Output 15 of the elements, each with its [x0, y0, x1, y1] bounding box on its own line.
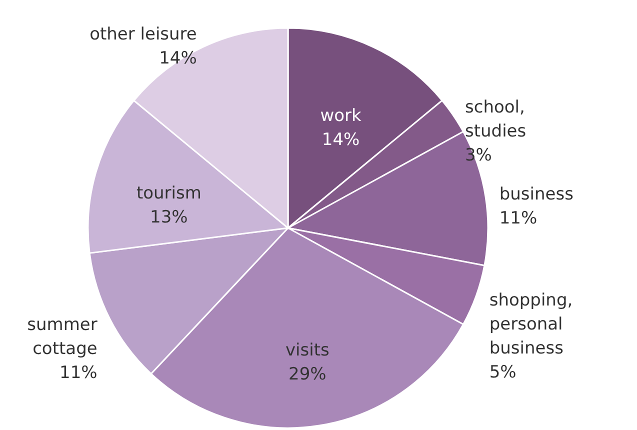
data-label: 13% — [150, 207, 188, 228]
slice-label: work — [320, 106, 362, 126]
slice-label: summer cottage — [27, 315, 98, 360]
slice-label: visits — [285, 340, 330, 360]
slice-label: business — [499, 184, 574, 205]
data-label: 29% — [288, 364, 326, 384]
slice-label: other leisure — [90, 24, 197, 44]
slice-label: tourism — [136, 183, 202, 204]
data-label: 11% — [60, 363, 98, 384]
slice-label: school, studies — [464, 98, 526, 142]
data-label: 5% — [489, 362, 516, 382]
data-label: 14% — [159, 48, 197, 68]
slice-label: shopping, personal business — [489, 290, 573, 358]
data-label: 14% — [322, 130, 360, 150]
data-label: 11% — [499, 208, 538, 229]
